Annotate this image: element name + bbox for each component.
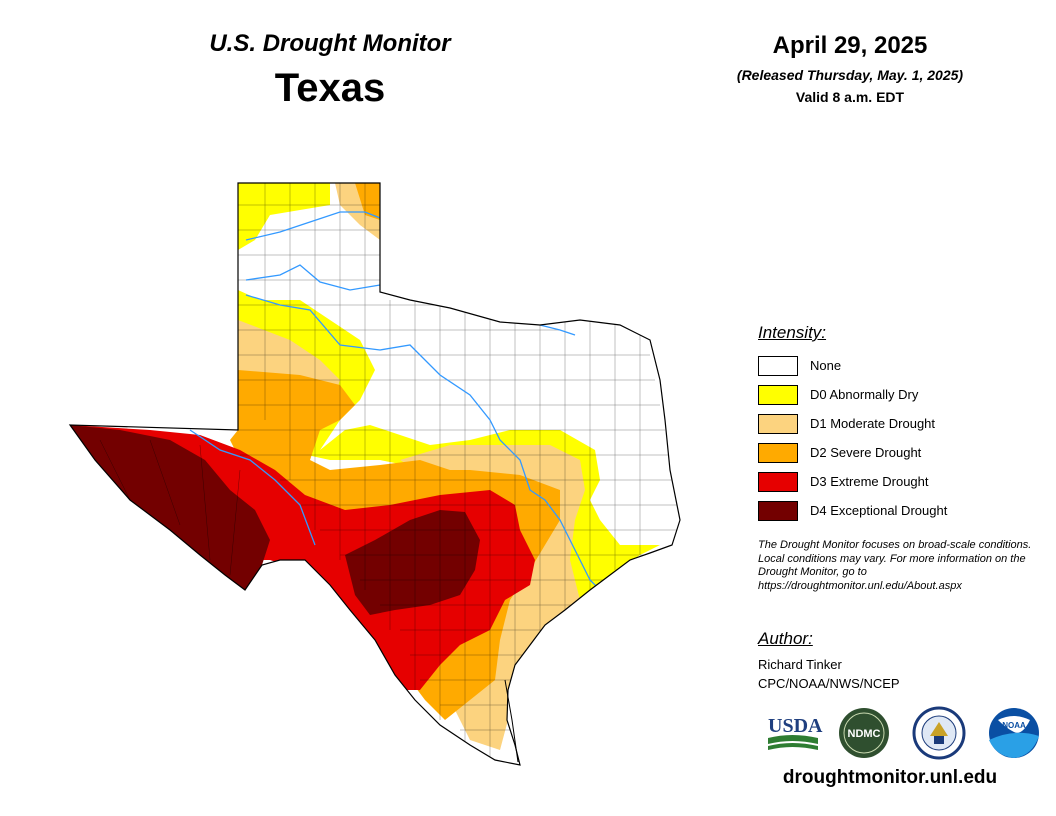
agency-logos: USDA NDMC NOAA: [768, 706, 1039, 760]
noaa-logo: NOAA: [989, 708, 1039, 758]
legend-swatch-d4: [758, 500, 798, 521]
author-name: Richard Tinker: [758, 657, 842, 672]
legend-label: D2 Severe Drought: [810, 445, 922, 460]
d0-area: [238, 183, 330, 250]
author-heading: Author:: [758, 629, 813, 648]
legend-swatch-none: [758, 355, 798, 376]
map-date: April 29, 2025: [772, 32, 928, 59]
legend-item: D0 Abnormally Dry: [758, 380, 1048, 409]
legend-item: D2 Severe Drought: [758, 438, 1048, 467]
footer-url[interactable]: droughtmonitor.unl.edu: [782, 767, 998, 788]
texas-drought-map: [68, 182, 681, 766]
legend-swatch-d3: [758, 471, 798, 492]
commerce-seal-icon: [912, 706, 966, 760]
svg-text:USDA: USDA: [768, 715, 823, 737]
d4-area: [345, 510, 480, 615]
d2-area: [355, 183, 380, 220]
legend-title: Intensity:: [758, 323, 827, 342]
legend: Intensity: None D0 Abnormally Dry D1 Mod…: [758, 323, 1048, 525]
release-date: (Released Thursday, May. 1, 2025): [736, 67, 964, 83]
legend-label: D4 Exceptional Drought: [810, 503, 948, 518]
legend-item: D3 Extreme Drought: [758, 467, 1048, 496]
ndmc-logo: NDMC: [839, 708, 889, 758]
legend-label: None: [810, 358, 842, 373]
legend-item: D4 Exceptional Drought: [758, 496, 1048, 525]
map-subtitle: U.S. Drought Monitor: [209, 30, 451, 57]
usda-logo: USDA: [768, 715, 823, 750]
legend-swatch-d2: [758, 442, 798, 463]
disclaimer-note: The Drought Monitor focuses on broad-sca…: [758, 539, 1032, 592]
map-title: Texas: [274, 66, 386, 110]
legend-label: D1 Moderate Drought: [810, 416, 936, 431]
legend-item: D1 Moderate Drought: [758, 409, 1048, 438]
svg-text:NOAA: NOAA: [1002, 721, 1026, 730]
legend-swatch-d1: [758, 413, 798, 434]
author-org: CPC/NOAA/NWS/NCEP: [758, 676, 900, 691]
valid-time: Valid 8 a.m. EDT: [795, 89, 905, 105]
legend-item: None: [758, 351, 1048, 380]
d4-area: [70, 425, 270, 590]
legend-swatch-d0: [758, 384, 798, 405]
legend-label: D0 Abnormally Dry: [810, 387, 919, 402]
legend-label: D3 Extreme Drought: [810, 474, 929, 489]
svg-text:NDMC: NDMC: [848, 728, 881, 740]
